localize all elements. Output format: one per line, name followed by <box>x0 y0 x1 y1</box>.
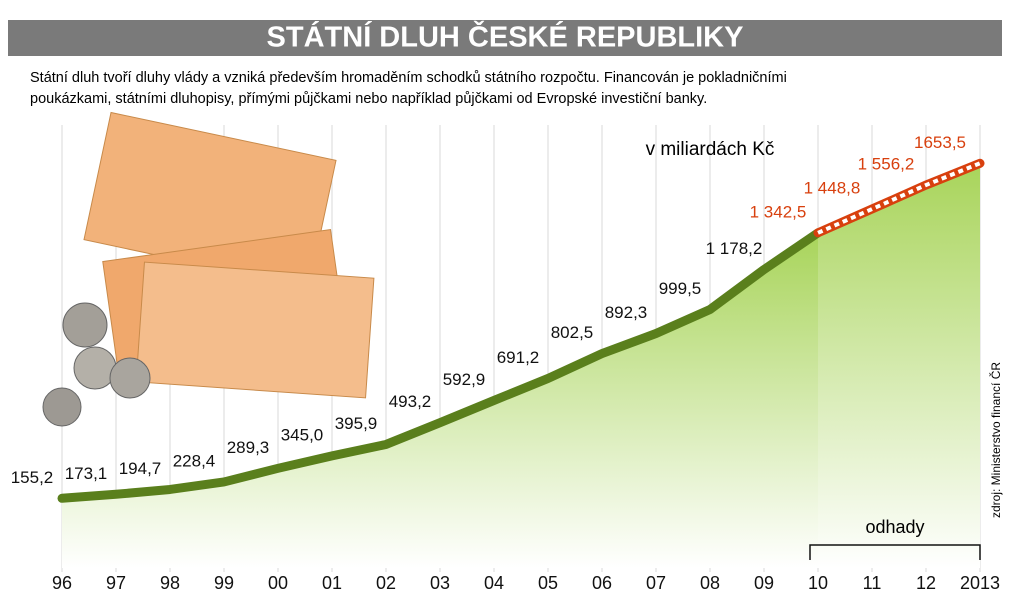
subtitle: Státní dluh tvoří dluhy vlády a vzniká p… <box>30 70 787 86</box>
x-tick-label: 01 <box>322 573 342 593</box>
x-tick-label: 97 <box>106 573 126 593</box>
line <box>57 228 823 503</box>
x-tick-label: 02 <box>376 573 396 593</box>
data-label: 194,7 <box>119 459 162 478</box>
data-label: 155,2 <box>11 468 54 487</box>
data-label: 892,3 <box>605 303 648 322</box>
data-label: 999,5 <box>659 279 702 298</box>
data-label: 173,1 <box>65 464 108 483</box>
area <box>62 232 818 568</box>
subtitle: poukázkami, státními dluhopisy, přímými … <box>30 91 707 107</box>
x-tick-label: 12 <box>916 573 936 593</box>
coin <box>73 346 117 390</box>
x-tick-label: 10 <box>808 573 828 593</box>
data-label: 1 556,2 <box>858 155 915 174</box>
x-tick-label: 09 <box>754 573 774 593</box>
annotation: odhady <box>865 517 924 537</box>
x-tick-label: 06 <box>592 573 612 593</box>
data-label: 228,4 <box>173 451 216 470</box>
line-dash <box>817 161 981 235</box>
banknote <box>135 261 375 399</box>
coin <box>62 302 108 348</box>
x-tick-label: 08 <box>700 573 720 593</box>
x-tick-label: 05 <box>538 573 558 593</box>
data-label: 691,2 <box>497 348 540 367</box>
areas <box>62 163 980 568</box>
data-label: 1 178,2 <box>706 239 763 258</box>
x-tick-label: 96 <box>52 573 72 593</box>
estimate-bracket <box>809 544 981 560</box>
source: zdroj: Ministerstvo financí ČR <box>988 362 1003 518</box>
data-label: 592,9 <box>443 370 486 389</box>
area <box>818 163 980 568</box>
x-tick-label: 2013 <box>960 573 1000 593</box>
data-label: 1 342,5 <box>750 202 807 221</box>
data-label: 493,2 <box>389 392 432 411</box>
data-label: 289,3 <box>227 438 270 457</box>
x-tick-label: 99 <box>214 573 234 593</box>
data-label: 1 448,8 <box>804 179 861 198</box>
coin <box>109 357 151 399</box>
data-label: 345,0 <box>281 425 324 444</box>
chart-title: STÁTNÍ DLUH ČESKÉ REPUBLIKY <box>267 20 744 54</box>
x-tick-label: 04 <box>484 573 504 593</box>
x-tick-label: 98 <box>160 573 180 593</box>
x-tick-label: 00 <box>268 573 288 593</box>
unit-note: v miliardách Kč <box>646 139 775 160</box>
money-illustration <box>42 111 375 427</box>
x-tick-label: 07 <box>646 573 666 593</box>
x-tick-label: 11 <box>863 573 882 593</box>
plot: 96 97 98 99 00 01 02 03 04 05 06 07 08 09 10 11 12 2013 15… <box>11 133 1000 593</box>
data-label: 1653,5 <box>914 133 966 152</box>
data-label: 802,5 <box>551 323 594 342</box>
data-label: 395,9 <box>335 414 378 433</box>
x-tick-label: 03 <box>430 573 450 593</box>
coin <box>42 387 82 427</box>
title-bar <box>8 20 1002 56</box>
